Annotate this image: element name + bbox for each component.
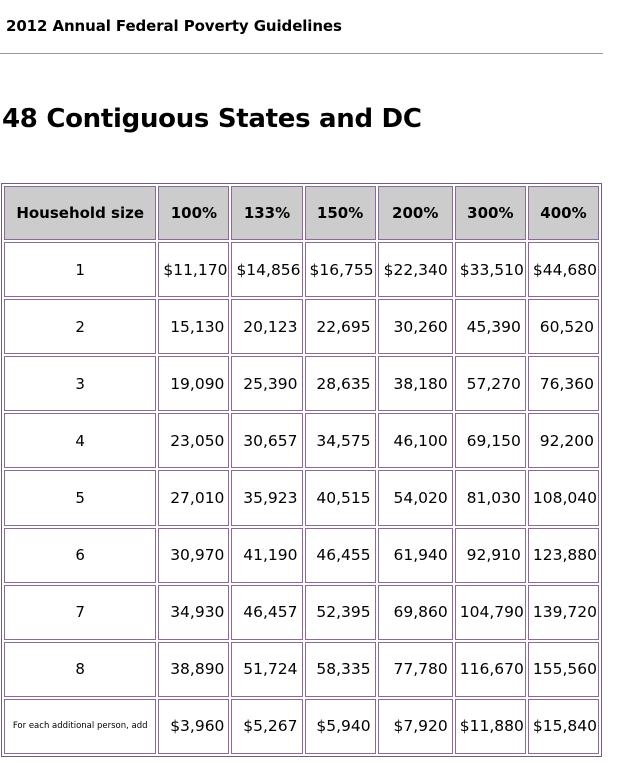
table-row: 3 19,090 25,390 28,635 38,180 57,270 76,360 [4,356,599,412]
guideline-value-cell: 20,123 [231,299,303,355]
table-row: 8 38,890 51,724 58,335 77,780 116,670 155,560 [4,641,599,697]
guideline-value-cell: $14,856 [231,242,303,298]
guideline-value-cell: $3,960 [158,698,230,754]
table-row: 1 $11,170 $14,856 $16,755 $22,340 $33,510 $44,… [4,242,599,298]
guideline-value-cell: 58,335 [304,641,376,697]
guideline-value-cell: 28,635 [304,356,376,412]
table-row: 5 27,010 35,923 40,515 54,020 81,030 108,040 [4,470,599,526]
guideline-value-cell: 61,940 [377,527,453,583]
header-400-percent: 400% [527,186,599,240]
header-200-percent: 200% [377,186,453,240]
guideline-value-cell: 23,050 [158,413,230,469]
guideline-value-cell: 54,020 [377,470,453,526]
guideline-value-cell: 25,390 [231,356,303,412]
guidelines-table-grid: Household size 100% 133% 150% 200% 300% … [2,184,601,756]
guideline-value-cell: 69,150 [454,413,526,469]
guideline-value-cell: 46,100 [377,413,453,469]
guideline-value-cell: 104,790 [454,584,526,640]
guideline-value-cell: 139,720 [527,584,599,640]
guideline-value-cell: 155,560 [527,641,599,697]
guideline-value-cell: 30,970 [158,527,230,583]
guideline-value-cell: $22,340 [377,242,453,298]
household-size-cell: 2 [4,299,157,355]
guideline-value-cell: $44,680 [527,242,599,298]
guideline-value-cell: 41,190 [231,527,303,583]
guideline-value-cell: 38,890 [158,641,230,697]
guideline-value-cell: 81,030 [454,470,526,526]
guideline-value-cell: $33,510 [454,242,526,298]
table-row: For each additional person, add $3,960 $5,… [4,698,599,754]
guideline-value-cell: $11,170 [158,242,230,298]
guideline-value-cell: $5,940 [304,698,376,754]
section-heading: 48 Contiguous States and DC [2,104,422,134]
header-100-percent: 100% [158,186,230,240]
guideline-value-cell: 46,455 [304,527,376,583]
guideline-value-cell: 76,360 [527,356,599,412]
guideline-value-cell: 69,860 [377,584,453,640]
guideline-value-cell: 52,395 [304,584,376,640]
guideline-value-cell: 22,695 [304,299,376,355]
household-size-cell: 3 [4,356,157,412]
guideline-value-cell: 19,090 [158,356,230,412]
guideline-value-cell: $11,880 [454,698,526,754]
guideline-value-cell: 35,923 [231,470,303,526]
guideline-value-cell: 92,200 [527,413,599,469]
table-row: 2 15,130 20,123 22,695 30,260 45,390 60,520 [4,299,599,355]
guideline-value-cell: 30,260 [377,299,453,355]
household-size-cell: 4 [4,413,157,469]
page-title: 2012 Annual Federal Poverty Guidelines [6,17,342,35]
guideline-value-cell: 30,657 [231,413,303,469]
poverty-guidelines-table: Household size 100% 133% 150% 200% 300% … [1,183,602,757]
guideline-value-cell: 15,130 [158,299,230,355]
guideline-value-cell: $15,840 [527,698,599,754]
guideline-value-cell: 51,724 [231,641,303,697]
household-size-cell: 8 [4,641,157,697]
header-row: Household size 100% 133% 150% 200% 300% … [4,186,599,240]
guideline-value-cell: 116,670 [454,641,526,697]
header-household-size: Household size [4,186,157,240]
guideline-value-cell: 77,780 [377,641,453,697]
guideline-value-cell: 57,270 [454,356,526,412]
household-size-cell: 7 [4,584,157,640]
table-row: 7 34,930 46,457 52,395 69,860 104,790 139,720 [4,584,599,640]
guideline-value-cell: $7,920 [377,698,453,754]
guideline-value-cell: 123,880 [527,527,599,583]
guideline-value-cell: 45,390 [454,299,526,355]
guideline-value-cell: 60,520 [527,299,599,355]
household-size-cell: 6 [4,527,157,583]
header-133-percent: 133% [231,186,303,240]
table-row: 4 23,050 30,657 34,575 46,100 69,150 92,200 [4,413,599,469]
guideline-value-cell: $5,267 [231,698,303,754]
guideline-value-cell: 92,910 [454,527,526,583]
guideline-value-cell: 27,010 [158,470,230,526]
guideline-value-cell: 34,575 [304,413,376,469]
household-size-cell: 1 [4,242,157,298]
additional-person-label: For each additional person, add [4,698,157,754]
guideline-value-cell: 108,040 [527,470,599,526]
guideline-value-cell: 40,515 [304,470,376,526]
header-150-percent: 150% [304,186,376,240]
household-size-cell: 5 [4,470,157,526]
header-300-percent: 300% [454,186,526,240]
guideline-value-cell: 38,180 [377,356,453,412]
guideline-value-cell: 34,930 [158,584,230,640]
guideline-value-cell: $16,755 [304,242,376,298]
horizontal-rule [0,53,603,54]
table-row: 6 30,970 41,190 46,455 61,940 92,910 123,880 [4,527,599,583]
guideline-value-cell: 46,457 [231,584,303,640]
